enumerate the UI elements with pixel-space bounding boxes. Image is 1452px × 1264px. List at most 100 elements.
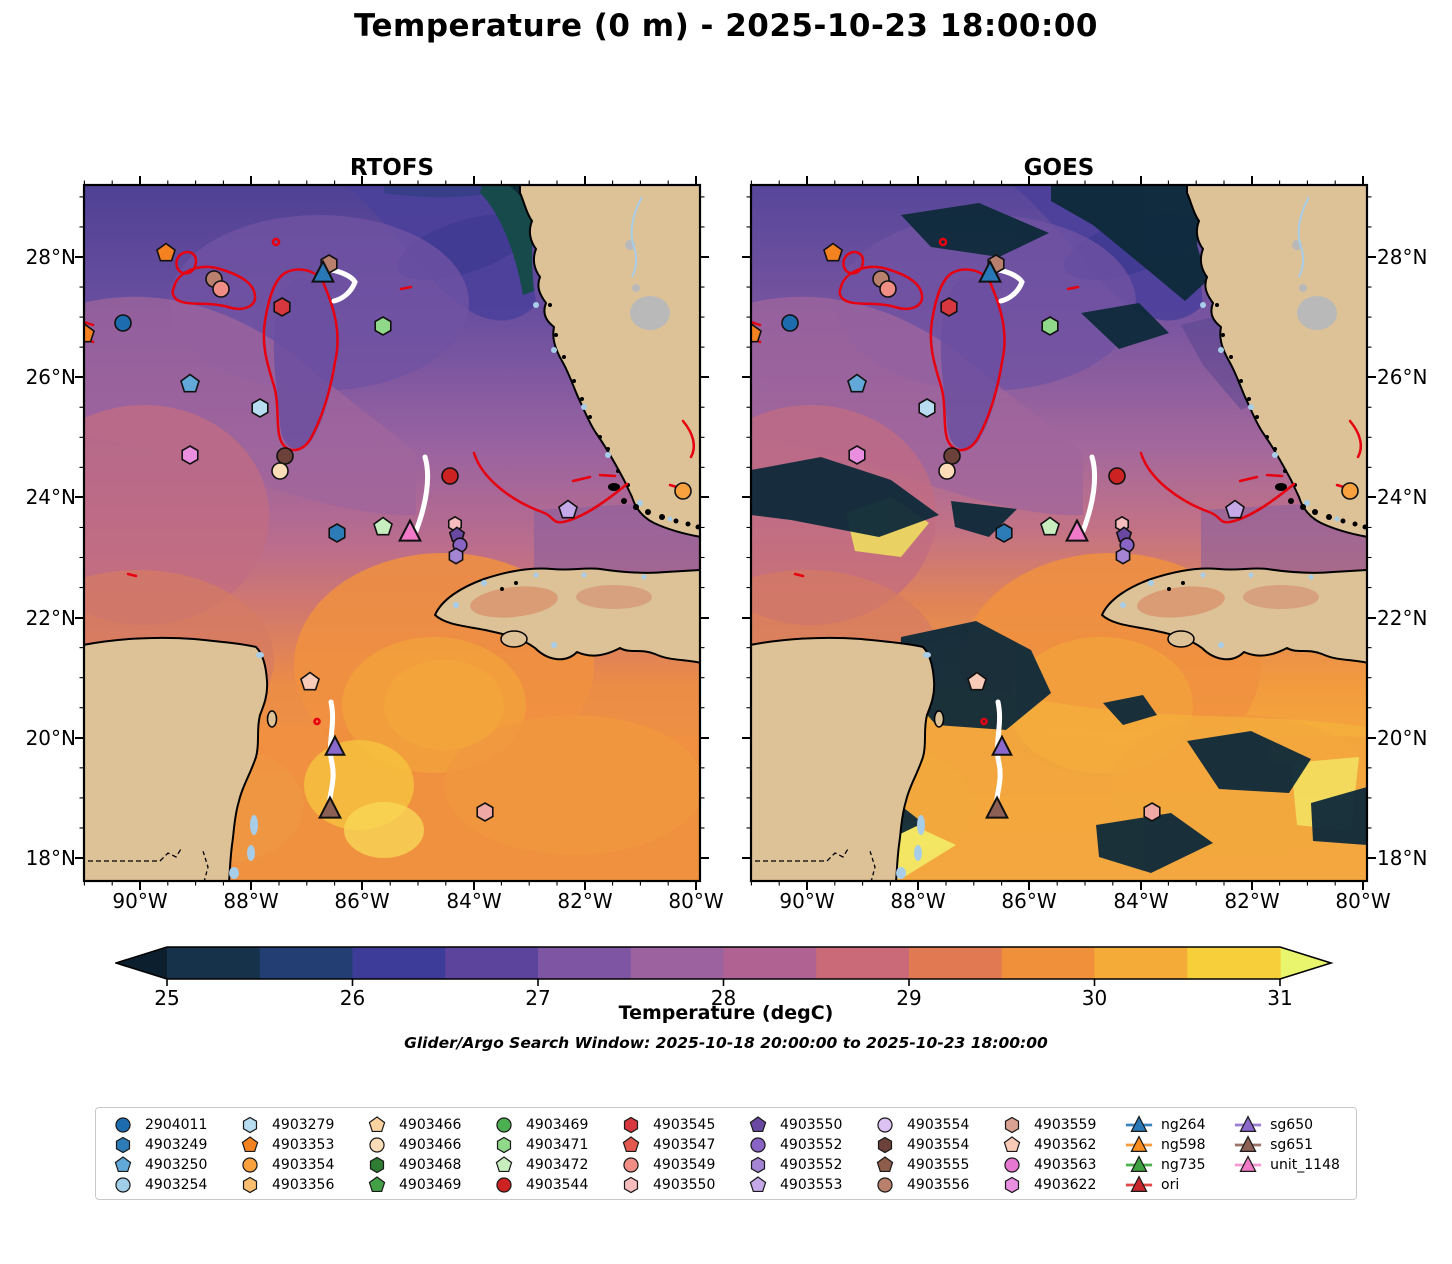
map-marker: [918, 398, 936, 418]
legend-entry-label: 4903554: [907, 1137, 970, 1153]
map-marker: [324, 734, 346, 756]
legend-entry: 4903545: [616, 1115, 715, 1135]
legend-entry-label: 4903469: [526, 1117, 589, 1133]
legend-entry: 4903249: [108, 1135, 207, 1155]
legend-entry: 4903356: [235, 1175, 334, 1195]
map-marker: [943, 447, 961, 465]
legend-entry: 4903554: [870, 1115, 969, 1135]
legend-entry-label: 4903554: [907, 1117, 970, 1133]
glider-marker-icon: [1125, 1135, 1153, 1152]
map-marker: [978, 259, 1002, 283]
colorbar-tick-label: 29: [896, 986, 922, 1010]
legend-entry-label: ng735: [1161, 1157, 1206, 1173]
float-marker-icon: [1004, 1176, 1020, 1194]
map-marker: [181, 445, 199, 465]
legend-entry: 4903554: [870, 1135, 969, 1155]
map-marker: [1341, 482, 1359, 500]
float-marker-icon: [877, 1117, 893, 1133]
float-marker-icon: [1004, 1157, 1020, 1173]
map-marker: [311, 259, 335, 283]
legend-entry-label: 4903249: [145, 1137, 208, 1153]
map-marker: [156, 242, 176, 262]
legend-entry: ng264: [1124, 1115, 1205, 1135]
legend-entry: 4903552: [743, 1135, 842, 1155]
float-marker-icon: [369, 1137, 385, 1153]
lat-tick-label-right: 26°N: [1377, 365, 1428, 389]
float-marker-icon: [368, 1116, 386, 1133]
lat-tick-label-left: 20°N: [25, 726, 76, 750]
map-marker: [398, 518, 422, 542]
map-marker: [848, 445, 866, 465]
legend-entry-label: 4903549: [653, 1157, 716, 1173]
legend-entry: ori: [1124, 1175, 1205, 1195]
map-marker: [967, 671, 987, 691]
float-marker-icon: [622, 1136, 640, 1153]
lon-tick-label-goes: 82°W: [1224, 889, 1280, 913]
legend-entry: 4903471: [489, 1135, 588, 1155]
legend-entry-label: 4903562: [1034, 1137, 1097, 1153]
legend-entry-label: 4903469: [399, 1177, 462, 1193]
map-marker: [1041, 316, 1059, 336]
float-marker-icon: [496, 1136, 512, 1154]
lon-tick-label-rtofs: 88°W: [223, 889, 279, 913]
map-marker: [273, 297, 291, 317]
colorbar-tick-label: 28: [710, 986, 737, 1010]
colorbar: 25 26 27 28 29 30 31: [113, 946, 1337, 1016]
float-marker-icon: [749, 1116, 767, 1133]
glider-tracks: [327, 267, 431, 810]
glider-marker-icon: [1125, 1175, 1153, 1192]
float-marker-icon: [495, 1156, 513, 1173]
map-marker: [1108, 467, 1126, 485]
map-marker: [476, 802, 494, 822]
legend-entry: 4903559: [997, 1115, 1096, 1135]
lat-tick-label-left: 26°N: [25, 365, 76, 389]
platform-markers: [84, 242, 692, 822]
map-marker: [1040, 516, 1060, 536]
float-marker-icon: [115, 1177, 131, 1193]
map-marker: [1065, 518, 1089, 542]
lon-tick-label-goes: 84°W: [1113, 889, 1169, 913]
legend-entry-label: 4903563: [1034, 1157, 1097, 1173]
map-marker: [940, 297, 958, 317]
legend-entry-label: 4903552: [780, 1137, 843, 1153]
map-marker: [180, 373, 200, 393]
legend-entry-label: unit_1148: [1270, 1157, 1340, 1173]
glider-marker-icon: [1235, 1135, 1262, 1152]
legend-entry-label: ng598: [1161, 1137, 1206, 1153]
map-marker: [441, 467, 459, 485]
legend-entry-label: 4903559: [1034, 1117, 1097, 1133]
float-marker-icon: [750, 1137, 766, 1153]
legend-entry: 4903550: [743, 1115, 842, 1135]
legend-entry: 4903562: [997, 1135, 1096, 1155]
legend-entry: 4903250: [108, 1155, 207, 1175]
legend-entry-label: 4903547: [653, 1137, 716, 1153]
lon-tick-label-goes: 80°W: [1335, 889, 1391, 913]
map-marker: [448, 547, 464, 565]
map-marker: [114, 314, 132, 332]
glider-marker-icon: [1125, 1155, 1153, 1172]
legend-entry: 4903553: [743, 1175, 842, 1195]
legend-entry: 4903472: [489, 1155, 588, 1175]
map-marker: [212, 280, 230, 298]
glider-marker-icon: [1125, 1115, 1153, 1132]
legend-entry: 4903555: [870, 1155, 969, 1175]
legend-entry: 4903549: [616, 1155, 715, 1175]
red-contours: [84, 237, 695, 726]
lon-tick-label-rtofs: 84°W: [446, 889, 502, 913]
legend-entry-label: 4903545: [653, 1117, 716, 1133]
map-marker: [879, 280, 897, 298]
legend-entry: 4903466: [362, 1135, 461, 1155]
legend-entry: 4903468: [362, 1155, 461, 1175]
colorbar-tick-label: 30: [1081, 986, 1108, 1010]
map-marker: [1115, 547, 1131, 565]
legend-entry-label: 4903353: [272, 1137, 335, 1153]
legend-entry: 4903550: [616, 1175, 715, 1195]
lon-tick-label-goes: 90°W: [779, 889, 835, 913]
map-marker: [985, 795, 1009, 819]
lon-tick-label-goes: 86°W: [1001, 889, 1057, 913]
map-marker: [674, 482, 692, 500]
map-marker: [300, 671, 320, 691]
glider-tracks: [994, 267, 1098, 810]
map-marker: [373, 516, 393, 536]
